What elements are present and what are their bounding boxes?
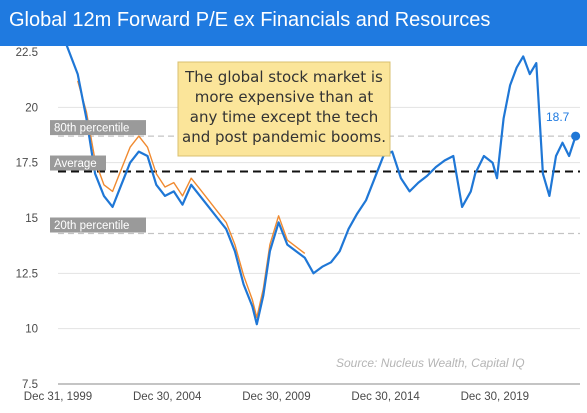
y-tick-label: 22.5 [16,47,38,59]
last-value-marker [571,131,581,141]
last-value-label: 18.7 [546,110,570,124]
source-note: Source: Nucleus Wealth, Capital IQ [336,356,525,370]
y-tick-label: 7.5 [22,379,38,391]
annotation-line-1: The global stock market is [184,68,383,86]
annotation-line-2: more expensive than at [195,88,374,106]
y-tick-label: 12.5 [16,268,38,280]
annotation-box [177,61,391,157]
x-tick-labels: Dec 31, 1999 Dec 30, 2004 Dec 30, 2009 Dec … [24,391,529,403]
percentile80-label: 80th percentile [54,123,129,135]
average-label-bg [50,155,106,171]
x-tick-label: Dec 30, 2004 [133,391,202,403]
percentile20-label: 20th percentile [54,220,129,232]
annotation-line-4: and post pandemic booms. [182,128,386,146]
y-tick-label: 10 [25,324,38,336]
series-line-blue [65,46,577,326]
percentile20-label-bg [50,217,146,233]
annotation: The global stock market is more expensiv… [177,61,391,157]
title-bar: Global 12m Forward P/E ex Financials and… [0,0,587,46]
y-tick-label: 15 [25,213,38,225]
y-tick-label: 20 [25,102,38,114]
y-tick-label: 17.5 [16,158,38,170]
y-tick-labels: 22.5 20 17.5 15 12.5 10 7.5 [16,47,38,391]
x-tick-label: Dec 30, 2014 [351,391,420,403]
series-layer [65,46,577,326]
chart-title: Global 12m Forward P/E ex Financials and… [9,9,491,31]
annotation-line-3: any time except the tech [190,108,378,126]
x-tick-label: Dec 30, 2019 [461,391,529,403]
percentile80-label-bg [50,120,146,136]
reference-labels: 80th percentile Average 20th percentile [50,120,146,233]
average-label: Average [54,158,97,170]
x-tick-label: Dec 31, 1999 [24,391,92,403]
x-tick-label: Dec 30, 2009 [242,391,310,403]
